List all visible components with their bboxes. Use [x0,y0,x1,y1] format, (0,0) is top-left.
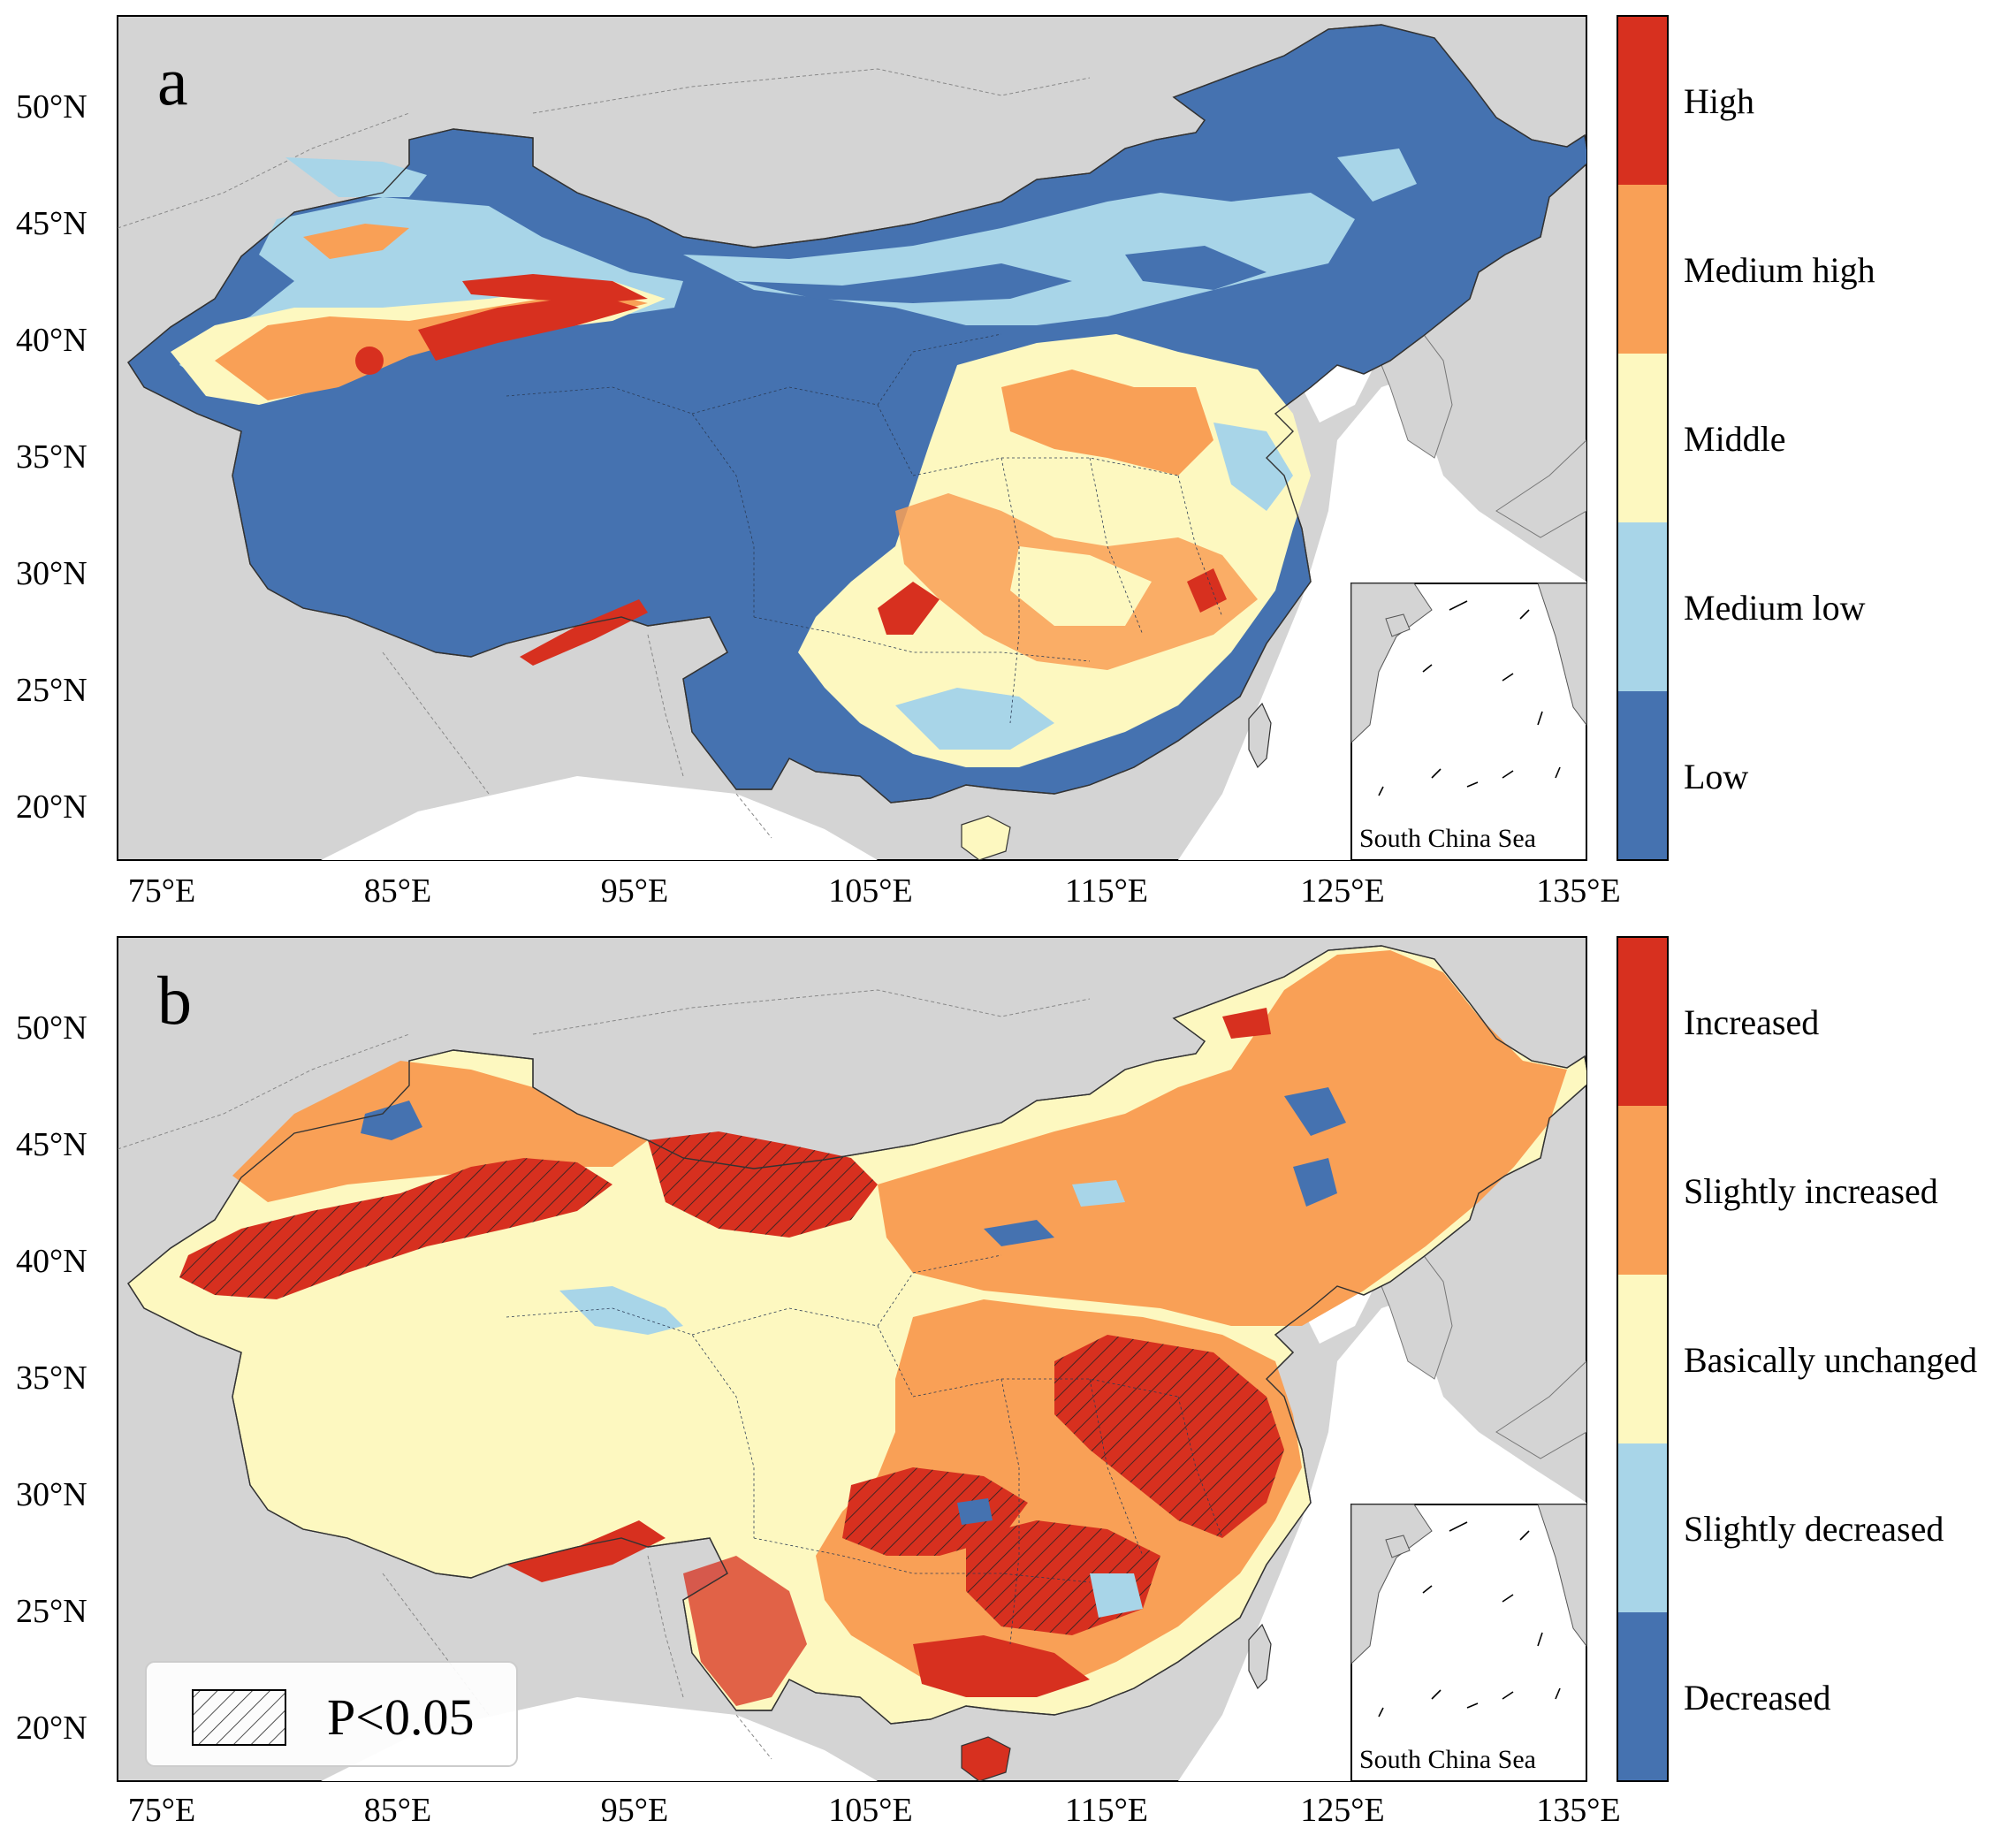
legend-swatch-medium-high [1617,185,1668,354]
lon-tick: 125°E [1300,1792,1384,1828]
legend-b: Increased Slightly increased Basically u… [1617,936,1977,1782]
lon-tick: 125°E [1300,872,1384,910]
hatch-swatch [192,1689,286,1746]
lat-tick: 25°N [16,672,87,709]
lat-tick: 45°N [16,1126,87,1163]
panel-a: South China Sea a 50°N 45°N 40°N 35°N 30… [16,15,1875,910]
legend-label: Increased [1684,1002,1819,1042]
lon-axis-a: 75°E 85°E 95°E 105°E 115°E 125°E 135°E [128,872,1621,910]
lon-tick: 75°E [128,1792,195,1828]
lat-tick: 20°N [16,788,87,826]
lon-tick: 95°E [601,1792,668,1828]
lat-tick: 30°N [16,555,87,592]
inset-map-a: South China Sea [1350,583,1587,861]
lon-tick: 115°E [1065,872,1148,910]
lat-tick: 25°N [16,1593,87,1630]
legend-label: Medium high [1684,250,1875,290]
lon-tick: 135°E [1536,872,1620,910]
legend-label: Decreased [1684,1678,1831,1718]
panel-label-b: b [157,962,192,1039]
panel-label-a: a [157,42,188,119]
lat-tick: 40°N [16,1243,87,1280]
lon-tick: 95°E [601,872,668,910]
inset-map-b: South China Sea [1350,1504,1587,1782]
lat-tick: 45°N [16,205,87,242]
lat-axis-b: 50°N 45°N 40°N 35°N 30°N 25°N 20°N [16,1009,87,1747]
sea-region [321,776,878,860]
legend-swatch-middle [1617,354,1668,522]
legend-label: Medium low [1684,588,1866,628]
lon-tick: 85°E [364,1792,431,1828]
legend-swatch-low [1617,691,1668,860]
lat-tick: 35°N [16,438,87,476]
legend-swatch-increased [1617,937,1668,1106]
lon-tick: 105°E [828,1792,912,1828]
lat-tick: 20°N [16,1710,87,1747]
lon-tick: 75°E [128,872,195,910]
lat-axis-a: 50°N 45°N 40°N 35°N 30°N 25°N 20°N [16,88,87,826]
legend-label: Middle [1684,419,1786,459]
lat-tick: 35°N [16,1360,87,1397]
legend-label: Basically unchanged [1684,1340,1977,1380]
legend-swatch-high [1617,16,1668,185]
lon-tick: 105°E [828,872,912,910]
lon-tick: 135°E [1536,1792,1620,1828]
legend-swatch-medium-low [1617,522,1668,691]
panel-b: South China Sea b P<0.05 50°N 45°N 40°N … [16,936,1977,1828]
inset-label-b: South China Sea [1359,1745,1536,1774]
legend-label: High [1684,81,1754,121]
legend-a: High Medium high Middle Medium low Low [1617,15,1875,861]
legend-swatch-decreased [1617,1612,1668,1781]
map-content-a [118,24,1586,860]
legend-label: Slightly increased [1684,1171,1938,1211]
legend-label: Slightly decreased [1684,1509,1944,1549]
lon-tick: 85°E [364,872,431,910]
legend-swatch-basically-unchanged [1617,1275,1668,1443]
lat-tick: 40°N [16,322,87,359]
land-region [1495,1360,1586,1459]
land-region [1495,439,1586,538]
lat-tick: 50°N [16,88,87,126]
legend-swatch-slightly-decreased [1617,1443,1668,1612]
lon-tick: 115°E [1065,1792,1148,1828]
lat-tick: 50°N [16,1009,87,1047]
significance-label: P<0.05 [327,1688,474,1746]
lon-axis-b: 75°E 85°E 95°E 105°E 115°E 125°E 135°E [128,1792,1621,1828]
legend-swatch-slightly-increased [1617,1106,1668,1275]
inset-label-a: South China Sea [1359,824,1536,853]
lat-tick: 30°N [16,1476,87,1513]
legend-label: Low [1684,757,1748,796]
significance-legend: P<0.05 [145,1661,518,1767]
